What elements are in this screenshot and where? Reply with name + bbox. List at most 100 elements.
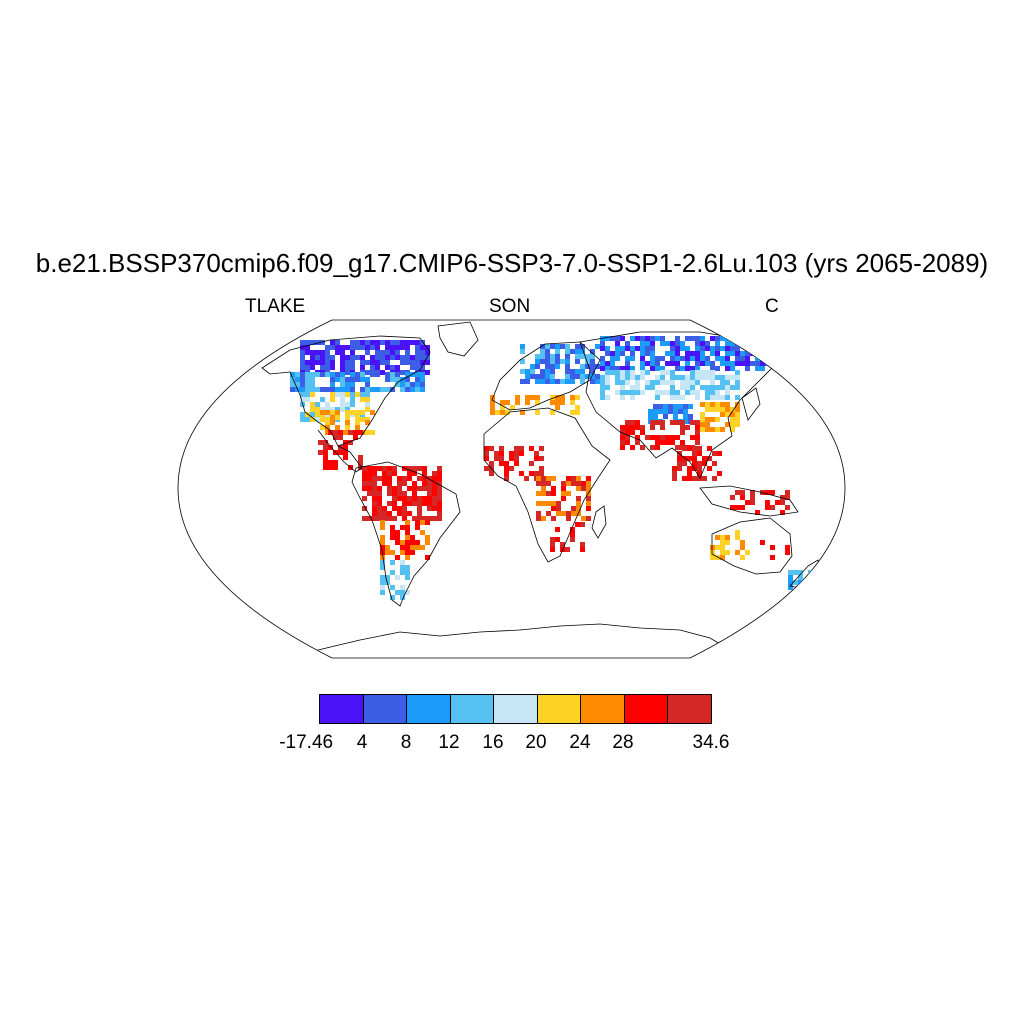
grid-cell	[338, 435, 343, 440]
grid-cell	[514, 446, 519, 451]
grid-cell	[546, 491, 551, 496]
grid-cell	[385, 575, 390, 580]
grid-cell	[300, 340, 305, 345]
grid-cell	[580, 374, 585, 379]
grid-cell	[350, 355, 355, 360]
grid-cell	[695, 395, 700, 400]
grid-cell	[650, 346, 655, 351]
grid-cell	[395, 372, 400, 377]
grid-cell	[660, 420, 665, 425]
grid-cell	[725, 412, 730, 417]
grid-cell	[581, 516, 586, 521]
grid-cell	[725, 366, 730, 371]
grid-cell	[740, 351, 745, 356]
grid-cell	[425, 520, 430, 525]
grid-cell	[400, 387, 405, 392]
grid-cell	[725, 540, 730, 545]
grid-cell	[392, 491, 397, 496]
grid-cell	[417, 486, 422, 491]
grid-cell	[695, 341, 700, 346]
grid-cell	[692, 476, 697, 481]
grid-cell	[432, 496, 437, 501]
grid-cell	[385, 387, 390, 392]
grid-cell	[630, 336, 635, 341]
grid-cell	[585, 364, 590, 369]
grid-cell	[668, 409, 673, 414]
colorbar-swatch	[536, 694, 581, 724]
grid-cell	[610, 351, 615, 356]
grid-cell	[432, 491, 437, 496]
grid-cell	[695, 366, 700, 371]
grid-cell	[325, 387, 330, 392]
grid-cell	[318, 450, 323, 455]
grid-cell	[330, 407, 335, 412]
grid-cell	[793, 580, 798, 585]
grid-cell	[717, 471, 722, 476]
grid-cell	[687, 446, 692, 451]
grid-cell	[325, 350, 330, 355]
grid-cell	[420, 355, 425, 360]
grid-cell	[330, 372, 335, 377]
grid-cell	[397, 481, 402, 486]
grid-cell	[395, 340, 400, 345]
grid-cell	[560, 379, 565, 384]
grid-cell	[387, 466, 392, 471]
grid-cell	[615, 356, 620, 361]
grid-cell	[546, 501, 551, 506]
grid-cell	[489, 446, 494, 451]
grid-cell	[735, 336, 740, 341]
grid-cell	[605, 395, 610, 400]
grid-cell	[710, 407, 715, 412]
grid-cell	[400, 565, 405, 570]
grid-cell	[514, 451, 519, 456]
grid-cell	[345, 392, 350, 397]
grid-cell	[489, 471, 494, 476]
grid-cell	[365, 417, 370, 422]
grid-cell	[350, 365, 355, 370]
grid-cell	[625, 430, 630, 435]
grid-cell	[735, 422, 740, 427]
grid-cell	[405, 372, 410, 377]
grid-cell	[675, 395, 680, 400]
grid-cell	[360, 417, 365, 422]
grid-cell	[695, 420, 700, 425]
grid-cell	[705, 390, 710, 395]
grid-cell	[685, 356, 690, 361]
grid-cell	[620, 385, 625, 390]
grid-cell	[290, 377, 295, 382]
grid-cell	[605, 385, 610, 390]
grid-cell	[605, 366, 610, 371]
grid-cell	[675, 351, 680, 356]
grid-cell	[380, 545, 385, 550]
grid-cell	[720, 407, 725, 412]
grid-cell	[710, 346, 715, 351]
grid-cell	[333, 435, 338, 440]
grid-cell	[310, 340, 315, 345]
grid-cell	[595, 379, 600, 384]
grid-cell	[755, 341, 760, 346]
grid-cell	[535, 400, 540, 405]
grid-cell	[775, 500, 780, 505]
grid-cell	[710, 427, 715, 432]
grid-cell	[672, 471, 677, 476]
grid-cell	[417, 501, 422, 506]
grid-cell	[745, 356, 750, 361]
grid-cell	[566, 491, 571, 496]
grid-cell	[635, 440, 640, 445]
grid-cell	[535, 374, 540, 379]
grid-cell	[551, 491, 556, 496]
grid-cell	[362, 476, 367, 481]
grid-cell	[680, 356, 685, 361]
colorbar-swatch	[493, 694, 538, 724]
grid-cell	[605, 351, 610, 356]
grid-cell	[390, 377, 395, 382]
grid-cell	[320, 410, 325, 415]
grid-cell	[360, 397, 365, 402]
grid-cell	[540, 359, 545, 364]
grid-cell	[600, 375, 605, 380]
grid-cell	[417, 511, 422, 516]
grid-cell	[392, 496, 397, 501]
grid-cell	[385, 340, 390, 345]
grid-cell	[675, 361, 680, 366]
